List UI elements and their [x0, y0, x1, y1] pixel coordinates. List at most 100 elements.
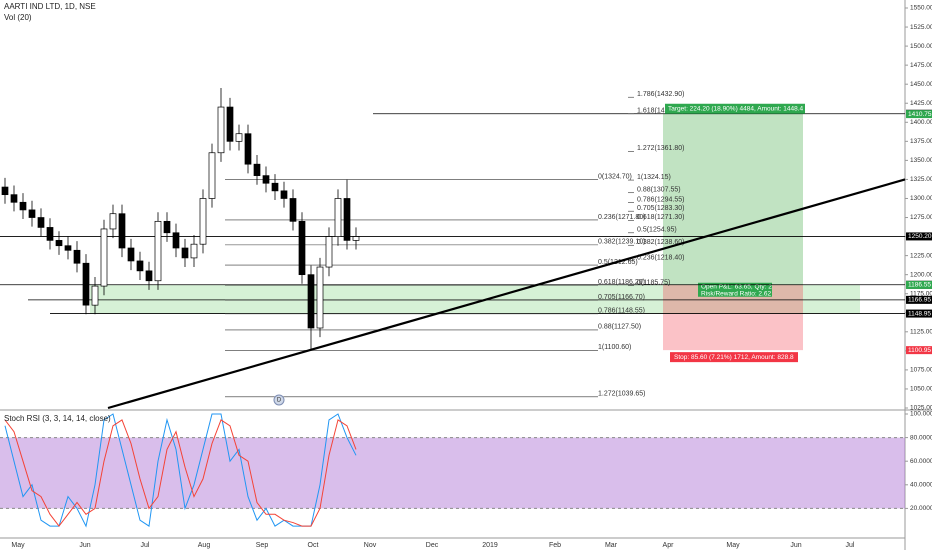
x-tick-label: 2019 [482, 542, 498, 549]
price-label: 1148.95 [908, 310, 931, 317]
y-tick-label: 1225.00 [910, 252, 932, 259]
stoch-line [4, 419, 357, 527]
fib-label: 0.382(1239.10) [598, 239, 645, 246]
x-tick-label: Mar [605, 542, 618, 549]
x-tick-label: Dec [426, 542, 439, 549]
candle-body [208, 152, 216, 199]
fib-label: 0.705(1283.30) [637, 205, 684, 212]
stop-label: Stop: 85.60 (7.21%) 1712, Amount: 828.8 [674, 354, 794, 361]
y-tick-label: 1375.00 [910, 138, 932, 145]
price-label-box [906, 346, 932, 355]
volume-label: Vol (20) [4, 13, 32, 22]
fib-label: 0.705(1166.70) [598, 294, 645, 301]
x-tick-label: May [726, 542, 740, 549]
price-label-box [906, 295, 932, 304]
candle-body [73, 249, 81, 264]
candle-body [64, 245, 72, 251]
candle-body [271, 182, 279, 192]
fib-label: 1.618(1411.20) [637, 108, 684, 115]
fib-label: 1.786(1432.90) [637, 91, 684, 98]
candle-body [316, 266, 324, 329]
stoch-tick-label: 40.0000 [910, 482, 932, 489]
candle-body [181, 247, 189, 259]
candle-body [172, 232, 180, 249]
candle-body [190, 243, 198, 259]
fib-label: 0.236(1271.80) [598, 214, 645, 221]
candle-body [352, 236, 360, 241]
y-tick-label: 1175.00 [910, 290, 932, 297]
candle-body [46, 227, 54, 241]
candle-body [280, 190, 288, 199]
y-tick-label: 1400.00 [910, 119, 932, 126]
candle-body [145, 270, 153, 282]
candle-body [235, 133, 243, 142]
candle-body [10, 194, 18, 203]
candle-body [325, 236, 333, 268]
candle-body [289, 198, 297, 222]
x-tick-label: Jul [846, 542, 855, 549]
fib-label: 0.236(1218.40) [637, 254, 684, 261]
fib-label: 0.786(1294.55) [637, 196, 684, 203]
candle-body [136, 260, 144, 272]
fib-label: 0.786(1148.55) [598, 308, 645, 315]
candle-body [217, 106, 225, 154]
target-zone [663, 113, 803, 285]
stoch-tick-label: 80.0000 [910, 434, 932, 441]
price-label: 1100.95 [908, 347, 931, 354]
y-tick-label: 1500.00 [910, 43, 932, 50]
y-tick-label: 1450.00 [910, 81, 932, 88]
candle-body [28, 209, 36, 218]
x-tick-label: Aug [198, 542, 211, 549]
candle-body [298, 220, 306, 276]
y-tick-label: 1025.00 [910, 405, 932, 412]
candle-body [253, 163, 261, 176]
y-tick-label: 1050.00 [910, 386, 932, 393]
stoch-line [4, 413, 357, 528]
candle-body [82, 262, 90, 306]
fib-label: 0.88(1307.55) [637, 187, 681, 194]
candle-body [100, 228, 108, 287]
y-tick-label: 1475.00 [910, 62, 932, 69]
y-tick-label: 1075.00 [910, 367, 932, 374]
y-tick-label: 1200.00 [910, 271, 932, 278]
price-label-box [906, 280, 932, 289]
price-label: 1166.95 [908, 297, 931, 304]
price-label: 1250.20 [908, 233, 932, 240]
x-tick-label: May [11, 542, 25, 549]
fib-label: 1.272(1361.80) [637, 145, 684, 152]
fib-label: 0.88(1127.50) [598, 324, 641, 331]
candle-body [55, 240, 63, 247]
stoch-tick-label: 60.0000 [910, 458, 932, 465]
x-tick-label: Apr [663, 542, 675, 549]
candle-body [307, 274, 315, 329]
x-tick-label: Jun [790, 542, 801, 549]
target-box [665, 103, 805, 114]
fib-label: 0(1185.75) [637, 279, 670, 286]
stoch-band [0, 437, 905, 509]
stoch-tick-label: 20.0000 [910, 505, 932, 512]
candle-body [127, 247, 135, 262]
y-tick-label: 1550.00 [910, 5, 932, 12]
candle-body [163, 220, 171, 234]
price-label: 1186.55 [908, 282, 931, 289]
chart-title: AARTI IND LTD, 1D, NSE [4, 2, 96, 11]
stoch-tick-label: 100.0000 [910, 411, 932, 418]
candle-body [343, 198, 351, 241]
x-tick-label: Sep [256, 542, 269, 549]
trendline [107, 178, 906, 410]
x-tick-label: Feb [549, 542, 561, 549]
open-pl-box [698, 282, 772, 297]
candle-body [91, 285, 99, 306]
price-label: 1410.75 [908, 111, 932, 118]
fib-label: 0.5(1254.95) [637, 227, 677, 234]
x-tick-label: Jun [79, 542, 90, 549]
dividend-icon [273, 394, 285, 406]
y-tick-label: 1325.00 [910, 176, 932, 183]
dividend-label: D [277, 398, 282, 404]
layer: 1025.001050.001075.001100.001125.001150.… [0, 5, 932, 549]
y-tick-label: 1275.00 [910, 214, 932, 221]
fib-label: 1.272(1039.65) [598, 391, 645, 398]
price-label-box [906, 232, 932, 241]
candle-body [1, 186, 9, 196]
